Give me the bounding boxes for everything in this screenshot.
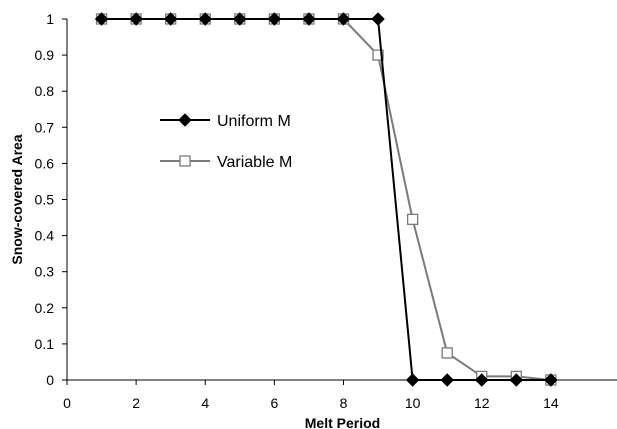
data-point: [509, 373, 524, 387]
legend-label: Variable M: [217, 154, 292, 171]
x-tick-label: 8: [340, 395, 348, 411]
data-point: [129, 12, 143, 26]
axes: 00.10.20.30.40.50.60.70.80.910 2 4 6 8 10 12 14: [35, 11, 617, 411]
legend-item: Uniform M: [160, 113, 291, 130]
data-point: [405, 373, 420, 387]
data-point: [163, 12, 178, 26]
data-point: [441, 347, 453, 359]
legend-marker: [178, 113, 192, 127]
y-tick-label: 0.7: [35, 119, 55, 135]
legend: Uniform M Variable M: [160, 113, 292, 171]
x-tick-label: 6: [270, 395, 278, 411]
data-point: [371, 12, 385, 26]
legend-item: Variable M: [160, 154, 292, 171]
data-point: [372, 49, 384, 61]
data-point: [336, 12, 351, 26]
y-tick-label: 0.8: [35, 83, 55, 99]
x-tick-label: 4: [201, 395, 209, 411]
y-tick-label: 1: [46, 11, 54, 27]
y-axis-title: Snow-covered Area: [9, 134, 25, 264]
x-tick-label: 12: [474, 395, 490, 411]
y-tick-label: 0.6: [35, 155, 55, 171]
data-point: [198, 12, 212, 26]
x-tick-label: 2: [132, 395, 140, 411]
data-point: [233, 12, 247, 26]
legend-label: Uniform M: [217, 113, 291, 130]
y-tick-label: 0.4: [35, 228, 55, 244]
x-tick-label: 10: [405, 395, 421, 411]
x-tick-label: 14: [543, 395, 559, 411]
series-line: [101, 18, 551, 381]
data-point: [94, 12, 109, 26]
y-tick-label: 0.9: [35, 47, 55, 63]
series-uniform-m: [94, 12, 558, 387]
series-line: [101, 18, 551, 381]
x-tick-label: 0: [63, 395, 71, 411]
data-point: [475, 373, 489, 387]
x-axis-title: Melt Period: [305, 415, 380, 429]
y-tick-label: 0.3: [35, 264, 55, 280]
y-tick-label: 0: [46, 372, 54, 388]
legend-marker: [179, 155, 191, 167]
y-tick-label: 0.5: [35, 192, 55, 208]
data-point: [406, 213, 419, 226]
data-point: [544, 373, 558, 387]
data-point: [267, 12, 282, 26]
data-point: [302, 12, 316, 26]
series-variable-m: [95, 13, 557, 386]
series-layer: [94, 12, 558, 387]
data-point: [440, 373, 454, 387]
y-tick-label: 0.1: [35, 336, 55, 352]
y-tick-label: 0.2: [35, 300, 55, 316]
